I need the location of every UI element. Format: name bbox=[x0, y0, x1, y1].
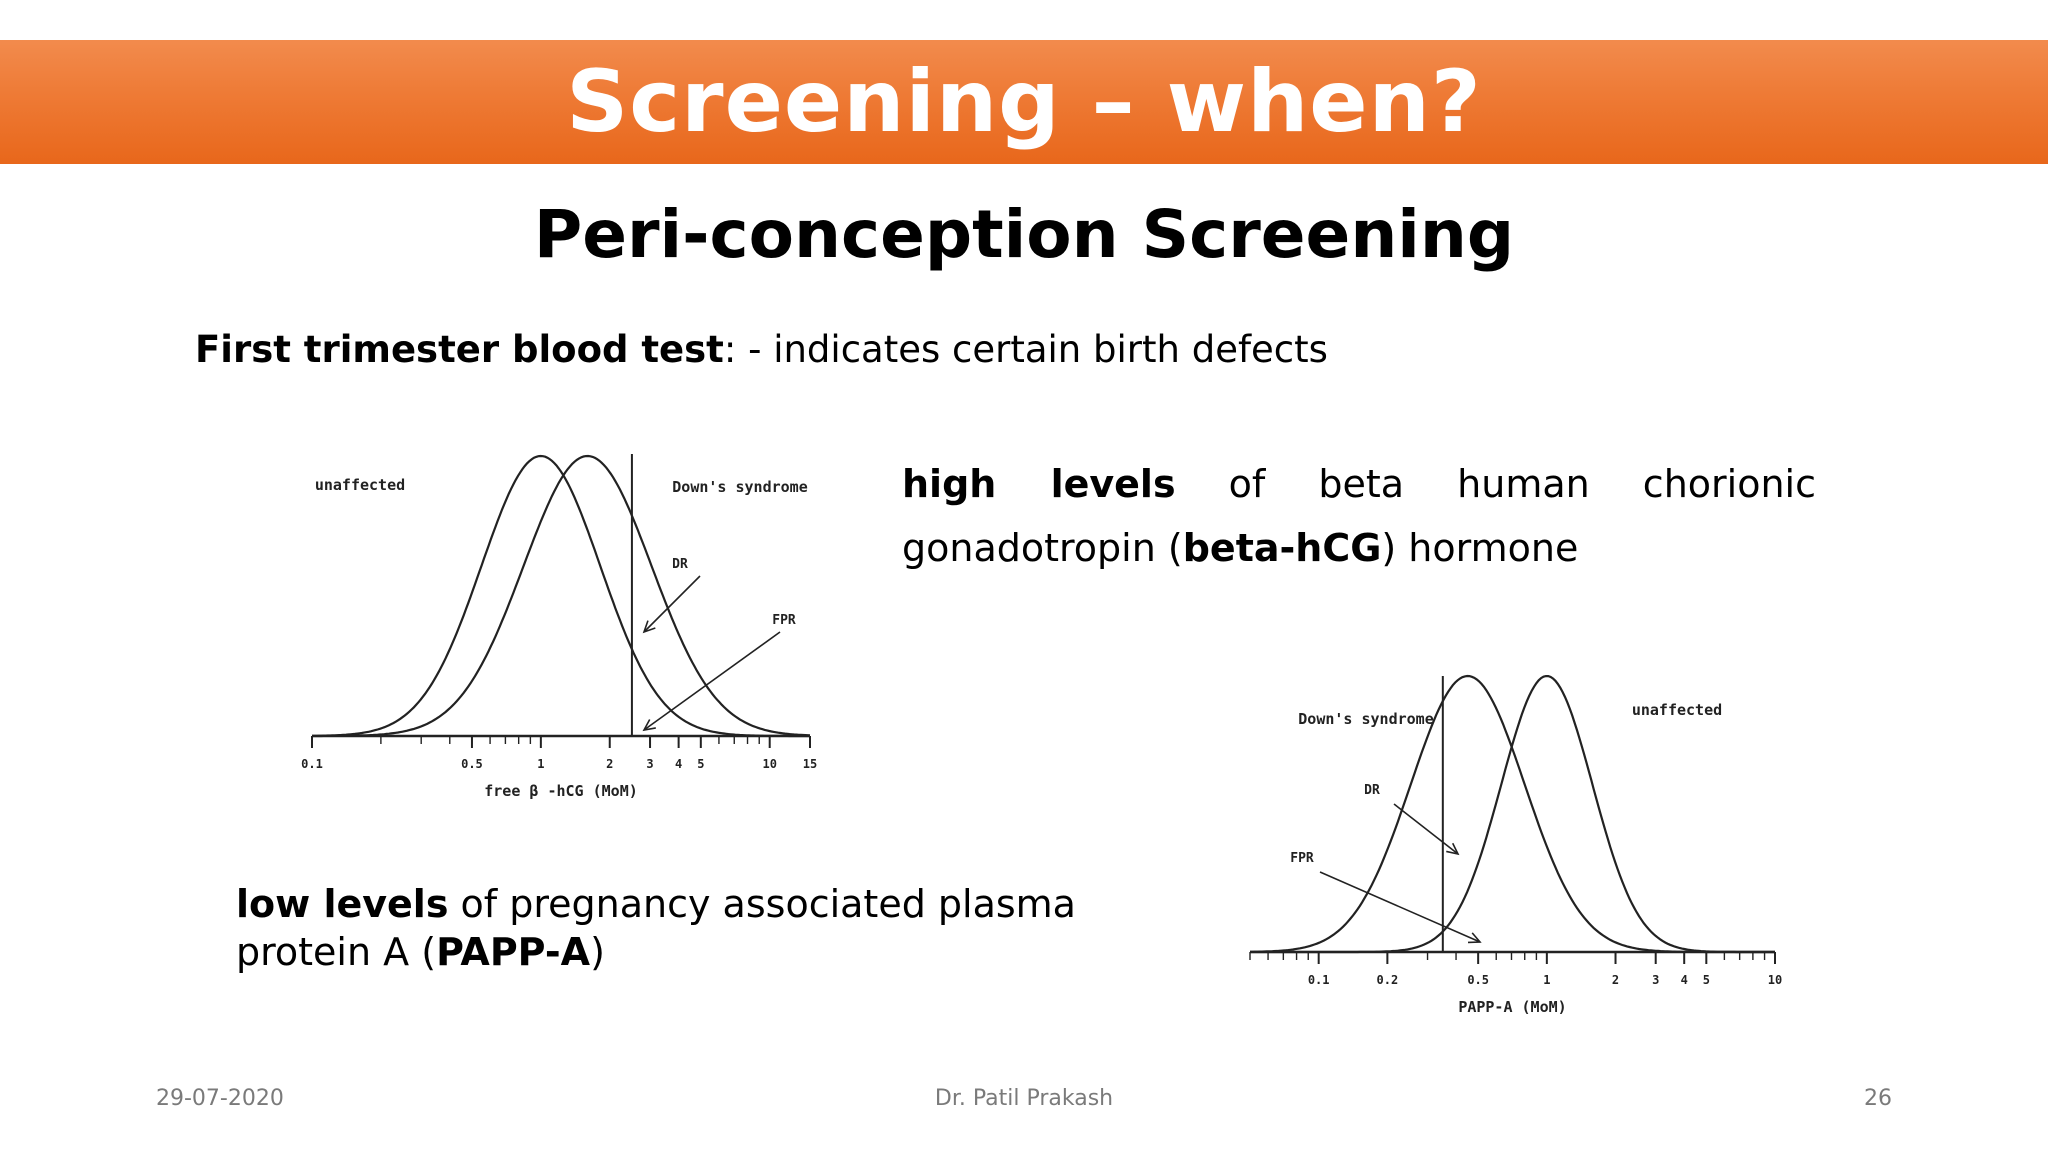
footer-date: 29-07-2020 bbox=[156, 1086, 284, 1111]
chart-1-tick-label: 0.5 bbox=[1467, 973, 1489, 987]
chart-0-tick-label: 3 bbox=[646, 757, 653, 771]
low-bold-1: low levels bbox=[236, 882, 449, 926]
chart-1-tick-label: 2 bbox=[1612, 973, 1619, 987]
chart-0-xlabel: free β -hCG (MoM) bbox=[484, 782, 638, 800]
chart-1-tick-label: 3 bbox=[1652, 973, 1659, 987]
high-text-2: ) hormone bbox=[1381, 526, 1579, 570]
low-text-2: ) bbox=[590, 930, 605, 974]
chart-0-tick-label: 4 bbox=[675, 757, 682, 771]
chart-1-curve-downs-syndrome bbox=[1250, 674, 1775, 954]
chart-0-tick-label: 0.1 bbox=[301, 757, 323, 771]
papp-chart-svg: 0.1 0.2 0.5 1 2 3 4 5 10 PAPP-A (MoM) Down's syndr… bbox=[1249, 674, 1782, 1016]
chart-0-arrow bbox=[643, 631, 781, 731]
chart-1-curve-unaffected bbox=[1250, 675, 1775, 954]
chart-0-arrow-head bbox=[642, 719, 656, 732]
chart-0-tick-label: 10 bbox=[762, 757, 776, 771]
high-bold-1: high levels bbox=[902, 462, 1176, 506]
chart-1-arrow bbox=[1319, 871, 1481, 943]
chart-1-series-label: unaffected bbox=[1632, 701, 1722, 719]
papp-chart: 0.1 0.2 0.5 1 2 3 4 5 10 PAPP-A (MoM) Down's syndr… bbox=[1240, 660, 1800, 1040]
chart-0-series-label: unaffected bbox=[315, 476, 405, 494]
chart-0-tick-label: 15 bbox=[803, 757, 817, 771]
chart-0-tick-label: 1 bbox=[537, 757, 544, 771]
chart-1-arrow-head bbox=[1446, 842, 1460, 856]
chart-1-annotation-fpr: FPR bbox=[1290, 851, 1314, 866]
low-levels-text: low levels of pregnancy associated plasm… bbox=[236, 880, 1196, 976]
chart-1-arrow bbox=[1393, 803, 1459, 855]
chart-1-tick-label: 5 bbox=[1703, 973, 1710, 987]
slide-title: Screening – when? bbox=[566, 52, 1482, 152]
chart-1-annotation-dr: DR bbox=[1364, 783, 1380, 798]
intro-rest: : - indicates certain birth defects bbox=[723, 328, 1328, 371]
chart-0-arrow bbox=[643, 575, 701, 633]
title-bar: Screening – when? bbox=[0, 40, 2048, 164]
chart-1-tick-label: 10 bbox=[1768, 973, 1782, 987]
chart-0-series-label: Down's syndrome bbox=[672, 478, 807, 496]
chart-1-tick-label: 4 bbox=[1681, 973, 1688, 987]
chart-0-tick-label: 5 bbox=[697, 757, 704, 771]
chart-1-arrow-head bbox=[1467, 932, 1482, 944]
intro-bold: First trimester blood test bbox=[195, 328, 724, 371]
high-text-1: of beta human chorionic gonadotropin ( bbox=[902, 462, 1816, 570]
chart-0-tick-label: 2 bbox=[606, 757, 613, 771]
slide-subtitle: Peri-conception Screening bbox=[533, 196, 1515, 273]
chart-0-annotation-dr: DR bbox=[672, 557, 688, 572]
chart-0-tick-label: 0.5 bbox=[461, 757, 483, 771]
footer-author: Dr. Patil Prakash bbox=[934, 1086, 1114, 1111]
hcg-chart: 0.1 0.5 1 2 3 4 5 10 15 free β -hCG (MoM) unaffect… bbox=[280, 440, 840, 820]
chart-0-arrow-head bbox=[642, 620, 656, 634]
chart-1-tick-label: 0.2 bbox=[1377, 973, 1399, 987]
chart-0-annotation-fpr: FPR bbox=[772, 613, 796, 628]
footer-page-number: 26 bbox=[1864, 1086, 1892, 1111]
chart-1-xlabel: PAPP-A (MoM) bbox=[1458, 998, 1566, 1016]
hcg-chart-svg: 0.1 0.5 1 2 3 4 5 10 15 free β -hCG (MoM) unaffect… bbox=[301, 454, 817, 800]
low-bold-2: PAPP-A bbox=[436, 930, 591, 974]
chart-0-curve-downs-syndrome bbox=[312, 454, 811, 738]
high-levels-text: high levels of beta human chorionic gona… bbox=[902, 452, 1816, 580]
chart-1-tick-label: 0.1 bbox=[1308, 973, 1330, 987]
intro-text: First trimester blood test: - indicates … bbox=[195, 328, 1328, 371]
chart-0-curve-unaffected bbox=[312, 454, 810, 738]
high-bold-2: beta-hCG bbox=[1182, 526, 1382, 570]
low-text-1: of pregnancy associated plasma protein A… bbox=[236, 882, 1076, 974]
chart-1-series-label: Down's syndrome bbox=[1298, 710, 1433, 728]
chart-1-tick-label: 1 bbox=[1543, 973, 1550, 987]
